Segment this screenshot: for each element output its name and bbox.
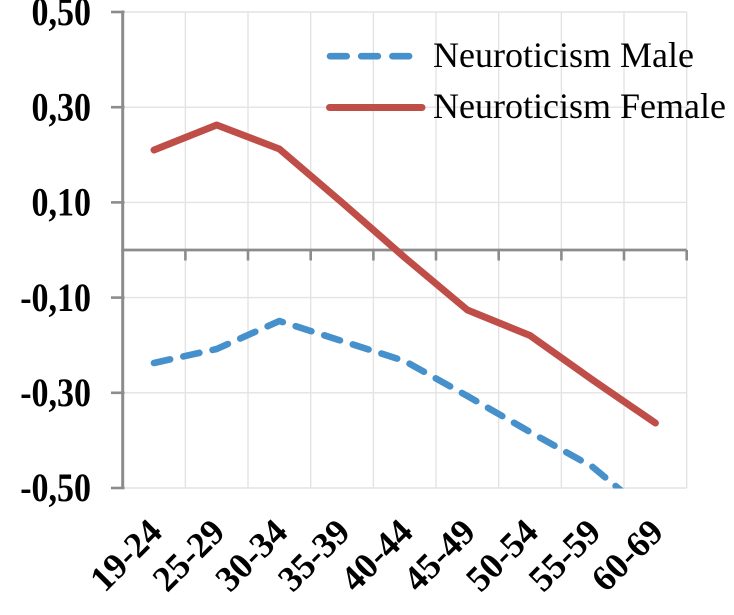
svg-text:0,30: 0,30 bbox=[32, 86, 91, 130]
svg-text:Neuroticism Male: Neuroticism Male bbox=[433, 35, 694, 75]
svg-text:0,10: 0,10 bbox=[32, 181, 91, 225]
svg-text:-0,30: -0,30 bbox=[20, 372, 91, 416]
svg-text:-0,10: -0,10 bbox=[20, 276, 91, 320]
svg-text:Neuroticism Female: Neuroticism Female bbox=[433, 86, 726, 126]
svg-text:0,50: 0,50 bbox=[32, 0, 91, 35]
svg-text:-0,50: -0,50 bbox=[20, 467, 91, 511]
